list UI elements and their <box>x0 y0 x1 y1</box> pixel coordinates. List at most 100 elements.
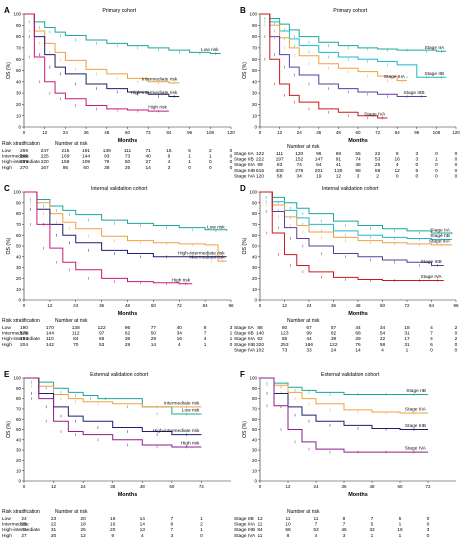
risk-table-cell: 83 <box>277 162 283 168</box>
risk-table-cell: 122 <box>98 325 106 331</box>
risk-table-cell: 67 <box>306 325 312 331</box>
y-tick-label: 10 <box>16 287 22 292</box>
survival-curve <box>260 13 427 97</box>
survival-curve <box>24 377 202 408</box>
risk-table-cell: 20 <box>110 527 116 533</box>
risk-table-cell: 7 <box>343 522 346 528</box>
risk-table-cell: 270 <box>20 165 28 171</box>
risk-table-cell: 9 <box>204 325 207 331</box>
y-tick-label: 20 <box>16 458 22 463</box>
risk-table-cell: 1 <box>204 342 207 348</box>
risk-table-cell: 253 <box>280 342 288 348</box>
risk-table-cell: 615 <box>256 168 264 174</box>
risk-table-cell: 57 <box>331 325 337 331</box>
series-0: Stage IIB <box>260 377 428 396</box>
risk-table-cell: 0 <box>455 342 458 348</box>
risk-table-cell: 36 <box>125 336 131 342</box>
x-tick-label: 96 <box>414 130 420 135</box>
risk-table-title: Risk stratification <box>2 318 40 324</box>
x-axis-label: Months <box>348 311 368 317</box>
risk-table-cell: 54 <box>380 331 386 337</box>
y-tick-label: 100 <box>13 12 21 17</box>
risk-table-cell: 34 <box>177 331 183 337</box>
y-tick-label: 80 <box>252 211 258 216</box>
x-tick-label: 0 <box>259 303 262 308</box>
survival-curve <box>24 13 221 55</box>
risk-table-cell: 1 <box>399 522 402 528</box>
x-tick-label: 72 <box>375 130 381 135</box>
risk-table-cell: 269 <box>20 159 28 165</box>
risk-table-cell: 12 <box>257 516 263 522</box>
risk-table-cell: 18 <box>80 522 86 528</box>
risk-table-cell: 15 <box>166 148 172 154</box>
risk-table-cell: 122 <box>256 151 264 157</box>
y-tick-label: 20 <box>16 102 22 107</box>
risk-table-row-label: High <box>2 342 12 348</box>
y-tick-label: 30 <box>252 448 258 453</box>
y-tick-label: 40 <box>252 437 258 442</box>
risk-table-cell: 11 <box>286 516 291 522</box>
series-1: Stage IIIA <box>260 377 428 415</box>
y-tick-label: 50 <box>16 244 22 249</box>
series-label: Stage IIIA <box>405 407 427 413</box>
series-label: Stage IVA <box>364 111 386 117</box>
risk-table-cell: 14 <box>146 165 152 171</box>
y-tick-label: 20 <box>252 458 258 463</box>
x-tick-label: 120 <box>452 130 460 135</box>
survival-curve <box>24 191 227 262</box>
risk-table-cell: 0 <box>455 162 458 168</box>
series-label: High-intermediate risk <box>178 250 225 256</box>
panel-letter: F <box>240 370 245 379</box>
y-tick-label: 10 <box>252 287 258 292</box>
y-tick-label: 50 <box>252 427 258 432</box>
risk-table-cell: 31 <box>404 342 410 348</box>
risk-table-cell: 0 <box>435 173 438 179</box>
risk-table-row-label: Stage IIIA <box>234 162 256 168</box>
y-tick-label: 60 <box>252 57 258 62</box>
series-2: High-intermediate risk <box>24 191 227 259</box>
x-tick-label: 36 <box>99 303 105 308</box>
risk-table-cell: 191 <box>82 148 90 154</box>
risk-table-cell: 215 <box>61 148 69 154</box>
risk-table-cell: 38 <box>355 162 361 168</box>
series-4: Stage IVA <box>260 191 444 282</box>
risk-table-cell: 41 <box>21 527 27 533</box>
risk-table-cell: 73 <box>282 347 288 353</box>
risk-table-cell: 222 <box>256 157 264 163</box>
y-tick-label: 0 <box>254 479 257 484</box>
risk-table-cell: 68 <box>355 331 361 337</box>
risk-table-cell: 170 <box>46 325 54 331</box>
panel-title: Internal validation cohort <box>322 186 379 192</box>
risk-table-cell: 0 <box>230 154 233 160</box>
risk-table-cell: 278 <box>295 168 303 174</box>
risk-table-cell: 23 <box>51 516 57 522</box>
x-tick-label: 0 <box>23 303 26 308</box>
risk-table-cell: 12 <box>336 173 342 179</box>
x-tick-label: 36 <box>84 130 90 135</box>
risk-table-cell: 33 <box>306 347 312 353</box>
x-tick-label: 12 <box>277 130 283 135</box>
y-axis-label: OS (%) <box>242 62 248 79</box>
risk-table-row-label: Intermediate <box>2 331 29 337</box>
x-tick-label: 84 <box>429 303 435 308</box>
risk-table-cell: 14 <box>140 522 146 528</box>
x-tick-label: 108 <box>433 130 441 135</box>
x-tick-label: 72 <box>425 484 431 489</box>
risk-table-cell: 1 <box>188 159 191 165</box>
risk-table-cell: 32 <box>369 527 375 533</box>
risk-table-cell: 27 <box>146 159 152 165</box>
y-tick-label: 30 <box>252 91 258 96</box>
risk-table-cell: 9 <box>111 533 114 539</box>
y-tick-label: 90 <box>16 23 22 28</box>
series-0: Low risk <box>24 191 228 233</box>
y-tick-label: 20 <box>252 276 258 281</box>
x-tick-label: 36 <box>110 484 116 489</box>
risk-table-cell: 82 <box>331 331 337 337</box>
series-label: Stage IIA <box>424 45 445 51</box>
risk-table-cell: 16 <box>110 522 116 528</box>
risk-table-cell: 50 <box>125 159 131 165</box>
risk-table-cell: 0 <box>455 173 458 179</box>
risk-table-cell: 14 <box>151 342 157 348</box>
